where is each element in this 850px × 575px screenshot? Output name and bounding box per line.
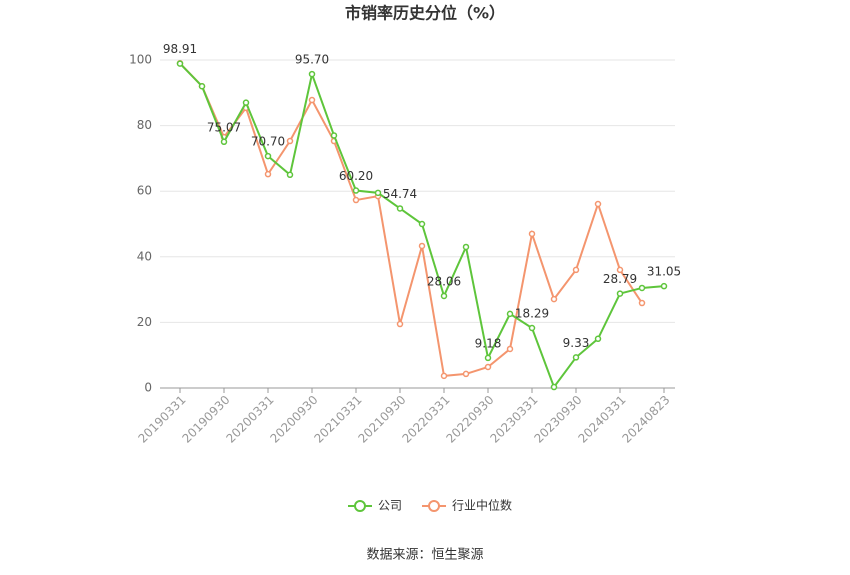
point [198,82,206,90]
data-label: 98.91 [163,42,197,56]
point [462,243,470,251]
data-label: 95.70 [295,53,329,67]
point [484,363,492,371]
chart-title: 市销率历史分位（%） [345,4,505,23]
series-line [179,62,643,377]
point [308,96,316,104]
point [550,383,558,391]
point [440,372,448,380]
data-label: 31.05 [647,265,681,279]
point [506,310,514,318]
point [352,196,360,204]
data-label: 9.33 [563,336,590,350]
point [528,230,536,238]
point [616,266,624,274]
point [660,282,668,290]
legend-label: 公司 [378,499,402,513]
point [330,132,338,139]
x-tick-label: 20240823 [620,393,673,446]
point [418,242,426,250]
point [264,170,272,178]
point [572,266,580,274]
point [176,60,184,67]
y-tick-label: 0 [144,381,152,395]
point [396,320,404,328]
y-tick-label: 80 [137,118,152,132]
point [440,292,448,300]
y-tick-label: 60 [137,184,152,198]
point [220,138,228,146]
point [616,290,624,297]
point [286,137,294,145]
data-label: 54.74 [383,187,417,201]
point [242,99,250,106]
point [352,187,360,194]
point [550,295,558,303]
y-tick-label: 20 [137,315,152,329]
point [264,152,272,160]
legend-marker [354,500,366,512]
data-label: 60.20 [339,169,373,183]
source: 数据来源：恒生聚源 [366,548,483,563]
point [396,205,404,212]
data-label: 75.07 [207,120,241,134]
point [462,370,470,378]
point [638,299,646,307]
point [506,345,514,353]
y-tick-label: 40 [137,249,152,263]
data-label: 9.18 [475,336,502,350]
point [374,189,382,197]
point [484,354,492,362]
data-label: 70.70 [251,135,285,149]
data-label: 28.79 [603,272,637,286]
point [308,70,316,78]
data-label: 18.29 [515,307,549,321]
point [286,171,294,179]
legend-marker [428,500,441,512]
data-label: 28.06 [427,274,461,288]
point [638,284,646,292]
point [572,354,580,361]
point [418,220,426,228]
point [594,335,602,343]
point [528,324,536,332]
point [594,200,602,208]
y-tick-label: 100 [129,53,152,67]
legend-label: 行业中位数 [452,498,512,513]
